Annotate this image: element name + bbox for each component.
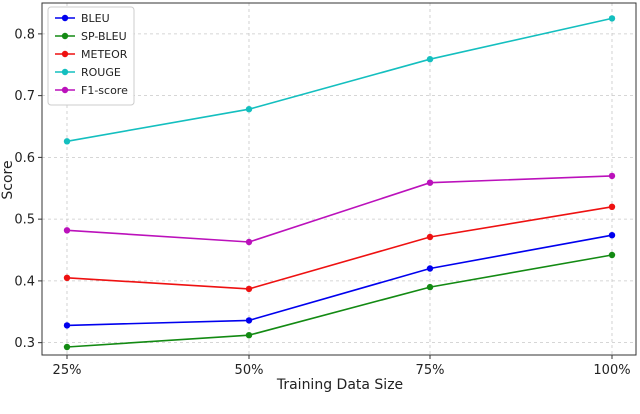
- y-tick-label: 0.6: [14, 151, 35, 166]
- data-point-f1-score: [608, 172, 616, 180]
- data-point-rouge: [426, 56, 434, 63]
- data-point-rouge: [63, 138, 71, 145]
- data-point-rouge: [608, 15, 616, 22]
- data-point-bleu: [245, 317, 253, 324]
- data-point-sp-bleu: [245, 332, 253, 339]
- series-line-bleu: [66, 234, 613, 327]
- legend-marker-sp-bleu: [61, 32, 69, 40]
- data-point-bleu: [426, 265, 434, 272]
- data-point-bleu: [63, 322, 71, 329]
- series-line-rouge: [66, 17, 613, 143]
- legend-marker-bleu: [61, 14, 69, 22]
- data-point-meteor: [608, 203, 616, 210]
- legend-label-f1-score: F1-score: [81, 84, 128, 97]
- plot-frame: [41, 2, 637, 356]
- data-point-f1-score: [245, 238, 253, 246]
- y-tick-label: 0.8: [14, 27, 35, 42]
- y-tick-label: 0.3: [14, 336, 35, 351]
- series-meteor: [63, 203, 616, 293]
- y-tick-label: 0.7: [14, 89, 35, 104]
- data-point-f1-score: [426, 179, 434, 186]
- series-f1-score: [63, 172, 616, 246]
- legend-marker-rouge: [61, 68, 69, 76]
- legend-label-rouge: ROUGE: [81, 66, 121, 79]
- legend-label-meteor: METEOR: [81, 48, 128, 61]
- legend-label-sp-bleu: SP-BLEU: [81, 30, 127, 43]
- series-line-f1-score: [66, 175, 613, 243]
- gridlines: [42, 3, 636, 355]
- legend-box: [47, 6, 135, 106]
- series-line-sp-bleu: [66, 254, 613, 348]
- x-tick-label: 75%: [416, 363, 445, 378]
- data-point-meteor: [426, 233, 434, 241]
- data-point-f1-score: [63, 227, 71, 234]
- x-tick-label: 25%: [53, 363, 82, 378]
- legend-label-bleu: BLEU: [81, 12, 110, 25]
- data-point-rouge: [245, 106, 253, 113]
- data-point-sp-bleu: [63, 343, 71, 351]
- y-tick-label: 0.4: [14, 274, 35, 289]
- legend-marker-f1-score: [61, 86, 69, 94]
- y-tick-label: 0.5: [14, 213, 35, 228]
- data-point-bleu: [608, 232, 616, 239]
- y-axis-label: Score: [0, 160, 16, 199]
- legend: BLEU SP-BLEU METEOR ROUGE F1-score: [47, 6, 135, 106]
- data-point-sp-bleu: [426, 283, 434, 291]
- series-bleu: [63, 232, 616, 329]
- x-tick-label: 100%: [593, 363, 630, 378]
- series-layer: [63, 15, 616, 351]
- data-point-meteor: [63, 274, 71, 281]
- series-line-meteor: [66, 206, 613, 290]
- x-axis-label: Training Data Size: [276, 377, 403, 393]
- series-rouge: [63, 15, 616, 145]
- data-point-sp-bleu: [608, 251, 616, 259]
- ticks: 0.3 0.4 0.5 0.6 0.7 0.8 25% 50% 75% 100%: [14, 27, 630, 378]
- data-point-meteor: [245, 285, 253, 293]
- x-tick-label: 50%: [235, 363, 264, 378]
- legend-marker-meteor: [61, 50, 69, 58]
- series-sp-bleu: [63, 251, 616, 351]
